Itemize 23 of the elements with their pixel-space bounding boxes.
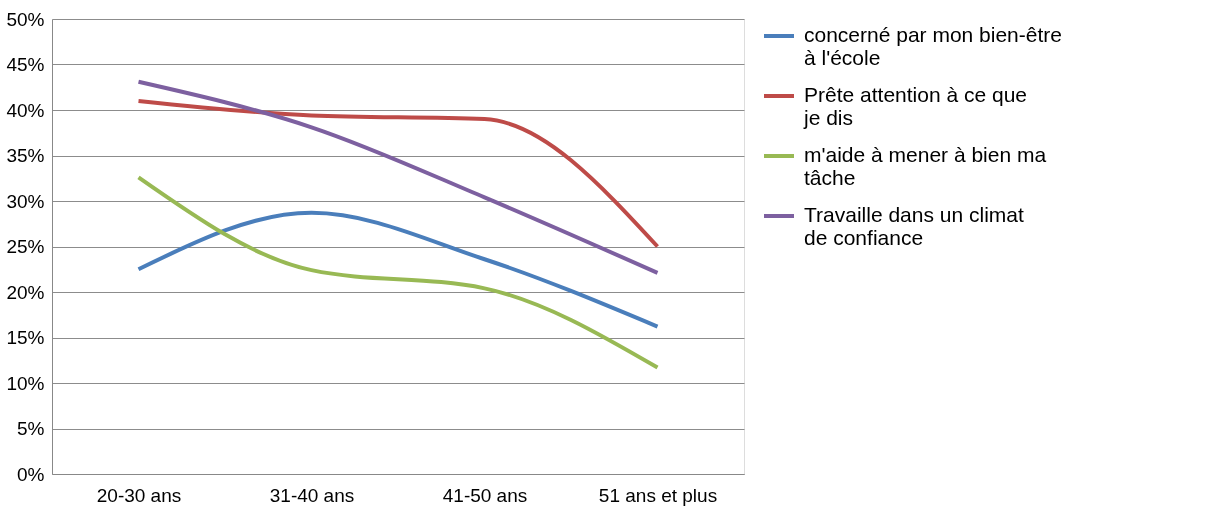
line-series bbox=[136, 210, 660, 329]
y-tick-label: 50% bbox=[6, 8, 45, 30]
y-tick-label: 45% bbox=[6, 54, 45, 75]
legend-label: Prête attention à ce que je dis bbox=[803, 83, 1027, 129]
y-tick-label: 0% bbox=[17, 463, 45, 485]
y-tick-label: 5% bbox=[17, 418, 45, 439]
legend-label: concerné par mon bien-être à l'école bbox=[804, 23, 1062, 69]
y-tick-label: 30% bbox=[6, 190, 45, 212]
line-series bbox=[136, 98, 660, 249]
legend-label: m'aide à mener à bien ma tâche bbox=[804, 143, 1047, 189]
y-tick-label: 20% bbox=[6, 281, 45, 303]
y-tick-label: 10% bbox=[6, 372, 45, 394]
y-tick-label: 35% bbox=[6, 145, 45, 166]
x-tick-label: 31-40 ans bbox=[269, 484, 355, 506]
y-tick-label: 15% bbox=[6, 327, 45, 348]
x-tick-label: 51 ans et plus bbox=[598, 484, 718, 506]
legend-label: Travaille dans un climat de confiance bbox=[804, 203, 1024, 249]
y-tick-label: 25% bbox=[6, 236, 45, 257]
x-tick-label: 20-30 ans bbox=[96, 484, 182, 506]
x-tick-label: 41-50 ans bbox=[442, 484, 528, 506]
y-tick-label: 40% bbox=[6, 99, 45, 121]
line-series bbox=[136, 175, 660, 370]
line-series bbox=[136, 79, 660, 275]
